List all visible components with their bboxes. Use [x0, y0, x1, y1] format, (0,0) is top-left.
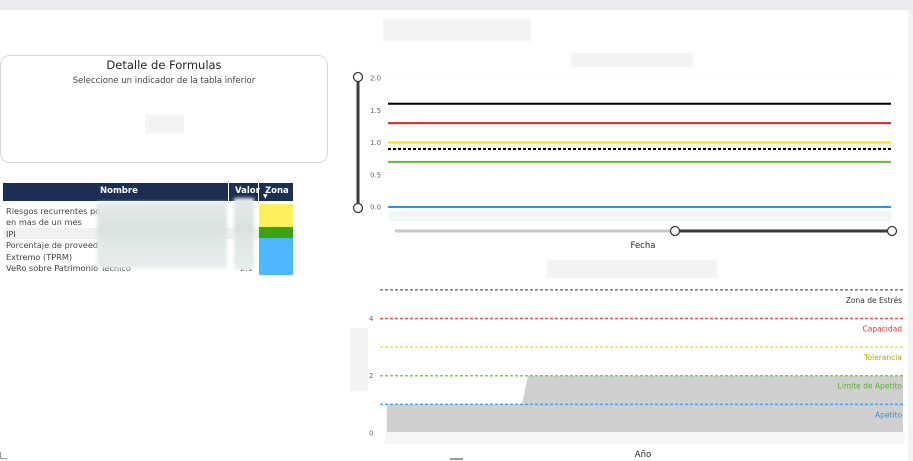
header-divider	[258, 183, 259, 201]
y-axis-title-placeholder	[350, 328, 368, 391]
chart-title-placeholder	[547, 260, 717, 278]
redacted-values	[234, 198, 254, 270]
x-axis-label: Año	[635, 450, 651, 460]
y-tick-label: 2	[369, 372, 373, 380]
threshold-label: Tolerancia	[863, 353, 902, 362]
top-bar	[0, 0, 913, 10]
card-title: Detalle de Formulas	[106, 58, 222, 72]
redacted-area	[97, 202, 227, 268]
table-row[interactable]: en mas de un mes	[6, 217, 82, 227]
y-tick-label: 4	[369, 315, 374, 323]
threshold-label: Zona de Estrés	[846, 296, 902, 305]
threshold-label: Limite de Apetito	[838, 382, 903, 391]
x-axis-label: Fecha	[631, 241, 656, 251]
resize-handle[interactable]	[450, 458, 463, 460]
header-divider	[228, 183, 229, 201]
zone-cell	[259, 227, 293, 238]
table-row[interactable]: Extremo (TPRM)	[6, 252, 73, 262]
axis-placeholder	[388, 211, 891, 221]
axis-placeholder	[385, 432, 905, 444]
slider-handle-top[interactable]	[352, 71, 364, 83]
sort-desc-icon[interactable]: ▼	[263, 193, 268, 200]
y-tick-label: 1.0	[370, 139, 381, 147]
y-tick-label: 0.5	[370, 171, 381, 179]
threshold-label: Capacidad	[862, 324, 902, 333]
formula-detail-card	[0, 55, 328, 163]
zone-cell	[259, 238, 293, 275]
threshold-chart: 4 2 0 Zona de Estrés Capacidad Tolerancia Lim…	[369, 289, 905, 460]
title-placeholder	[383, 19, 531, 41]
table-row[interactable]: Porcentaje de proveed	[6, 240, 99, 250]
date-slider-handle-end[interactable]	[886, 225, 898, 237]
slider-handle-bottom[interactable]	[352, 202, 364, 214]
chart-title-placeholder	[571, 53, 693, 67]
table-row[interactable]: IPI	[6, 229, 16, 239]
y-tick-label: 1.5	[370, 107, 381, 115]
line-chart: 2.0 1.5 1.0 0.5 0.0 Fecha	[352, 71, 898, 251]
formula-placeholder	[145, 115, 184, 133]
threshold-label: Apetito	[875, 410, 902, 419]
y-tick-label: 0	[369, 430, 373, 438]
table-row[interactable]: VeRo sobre Patrimonio Técnico	[6, 263, 131, 273]
corner-mark	[0, 452, 7, 459]
table-row[interactable]: Riesgos recurrentes po	[6, 206, 101, 216]
table-header: Nombre Valor Zona ▼	[3, 183, 293, 201]
y-tick-label: 2.0	[370, 75, 381, 83]
column-header-name[interactable]: Nombre	[100, 186, 138, 196]
date-slider-handle-start[interactable]	[669, 225, 681, 237]
card-subtitle: Seleccione un indicador de la tabla infe…	[72, 76, 256, 86]
zone-cell	[259, 204, 293, 227]
scroll-edge[interactable]	[908, 10, 913, 461]
column-header-zone[interactable]: Zona	[265, 186, 289, 196]
column-header-value[interactable]: Valor	[235, 186, 260, 196]
y-tick-label: 0.0	[370, 204, 381, 212]
